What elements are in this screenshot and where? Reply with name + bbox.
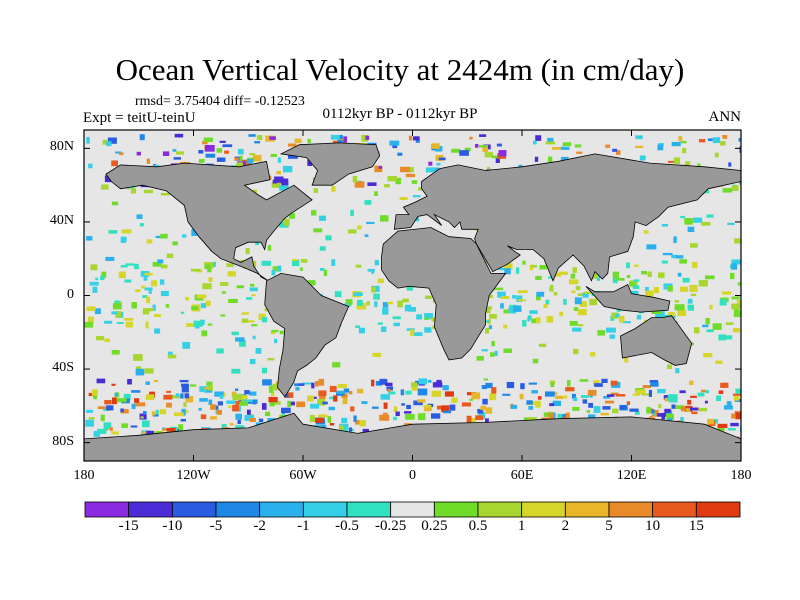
colorbar-tick-label: -1 — [297, 518, 310, 534]
indonesia-landmass — [585, 283, 671, 313]
latitude-label: 40S — [52, 360, 74, 376]
colorbar-swatch — [128, 501, 173, 518]
map-panel — [83, 129, 742, 462]
colorbar-swatch — [477, 501, 523, 518]
colorbar — [84, 501, 741, 518]
map-title: Ocean Vertical Velocity at 2424m (in cm/… — [115, 52, 685, 87]
australia-landmass — [620, 315, 693, 366]
colorbar-tick-label: 5 — [605, 518, 613, 534]
colorbar-swatch — [84, 501, 130, 518]
longitude-label: 180 — [73, 468, 95, 483]
colorbar-swatch — [608, 501, 654, 518]
colorbar-swatch — [259, 501, 304, 518]
longitude-label: 120E — [616, 468, 647, 483]
period-label: 0112kyr BP - 0112kyr BP — [322, 106, 478, 122]
longitude-label: 120W — [176, 468, 211, 483]
land-masses — [84, 142, 741, 461]
colorbar-swatch — [346, 501, 392, 518]
colorbar-swatch — [171, 501, 217, 518]
experiment-label: Expt = teitU-teinU — [83, 110, 196, 126]
antarctica-landmass — [84, 412, 741, 461]
colorbar-tick-label: 2 — [561, 518, 570, 534]
longitude-label: 0 — [409, 468, 416, 483]
colorbar-swatch — [433, 501, 479, 518]
colorbar-tick-label: 0.5 — [468, 518, 488, 534]
colorbar-swatch — [390, 501, 435, 518]
colorbar-tick-label: -0.5 — [335, 518, 359, 534]
north-america-landmass — [105, 160, 313, 282]
latitude-label: 40N — [49, 212, 74, 228]
colorbar-swatch — [564, 501, 610, 518]
colorbar-tick-label: -10 — [162, 518, 183, 534]
colorbar-tick-label: -2 — [253, 518, 266, 534]
south-america-landmass — [264, 272, 350, 398]
statistics-text: rmsd= 3.75404 diff= -0.12523 — [135, 94, 305, 109]
longitude-label: 60W — [289, 468, 317, 483]
colorbar-swatch — [652, 501, 697, 518]
colorbar-tick-label: 0.25 — [421, 518, 448, 534]
latitude-label: 80S — [52, 433, 74, 449]
latitude-label: 80N — [49, 139, 74, 155]
colorbar-tick-label: -0.25 — [375, 518, 407, 534]
colorbar-tick-label: -5 — [209, 518, 223, 534]
colorbar-swatch — [521, 501, 566, 518]
season-label: ANN — [708, 109, 742, 125]
axis-ticks — [83, 130, 742, 461]
eurasia-landmass — [393, 153, 741, 282]
latitude-label: 0 — [67, 286, 74, 302]
longitude-label: 60E — [510, 468, 534, 483]
colorbar-tick-label: 15 — [688, 518, 704, 534]
longitude-label: 180 — [730, 468, 752, 483]
colorbar-tick-label: 1 — [517, 518, 526, 534]
colorbar-swatch — [302, 501, 348, 518]
greenland-landmass — [279, 142, 381, 186]
colorbar-tick-label: 10 — [645, 518, 661, 534]
colorbar-tick-label: -15 — [118, 518, 139, 534]
colorbar-swatch — [215, 501, 261, 518]
africa-landmass — [381, 227, 507, 361]
colorbar-swatch — [695, 501, 741, 518]
